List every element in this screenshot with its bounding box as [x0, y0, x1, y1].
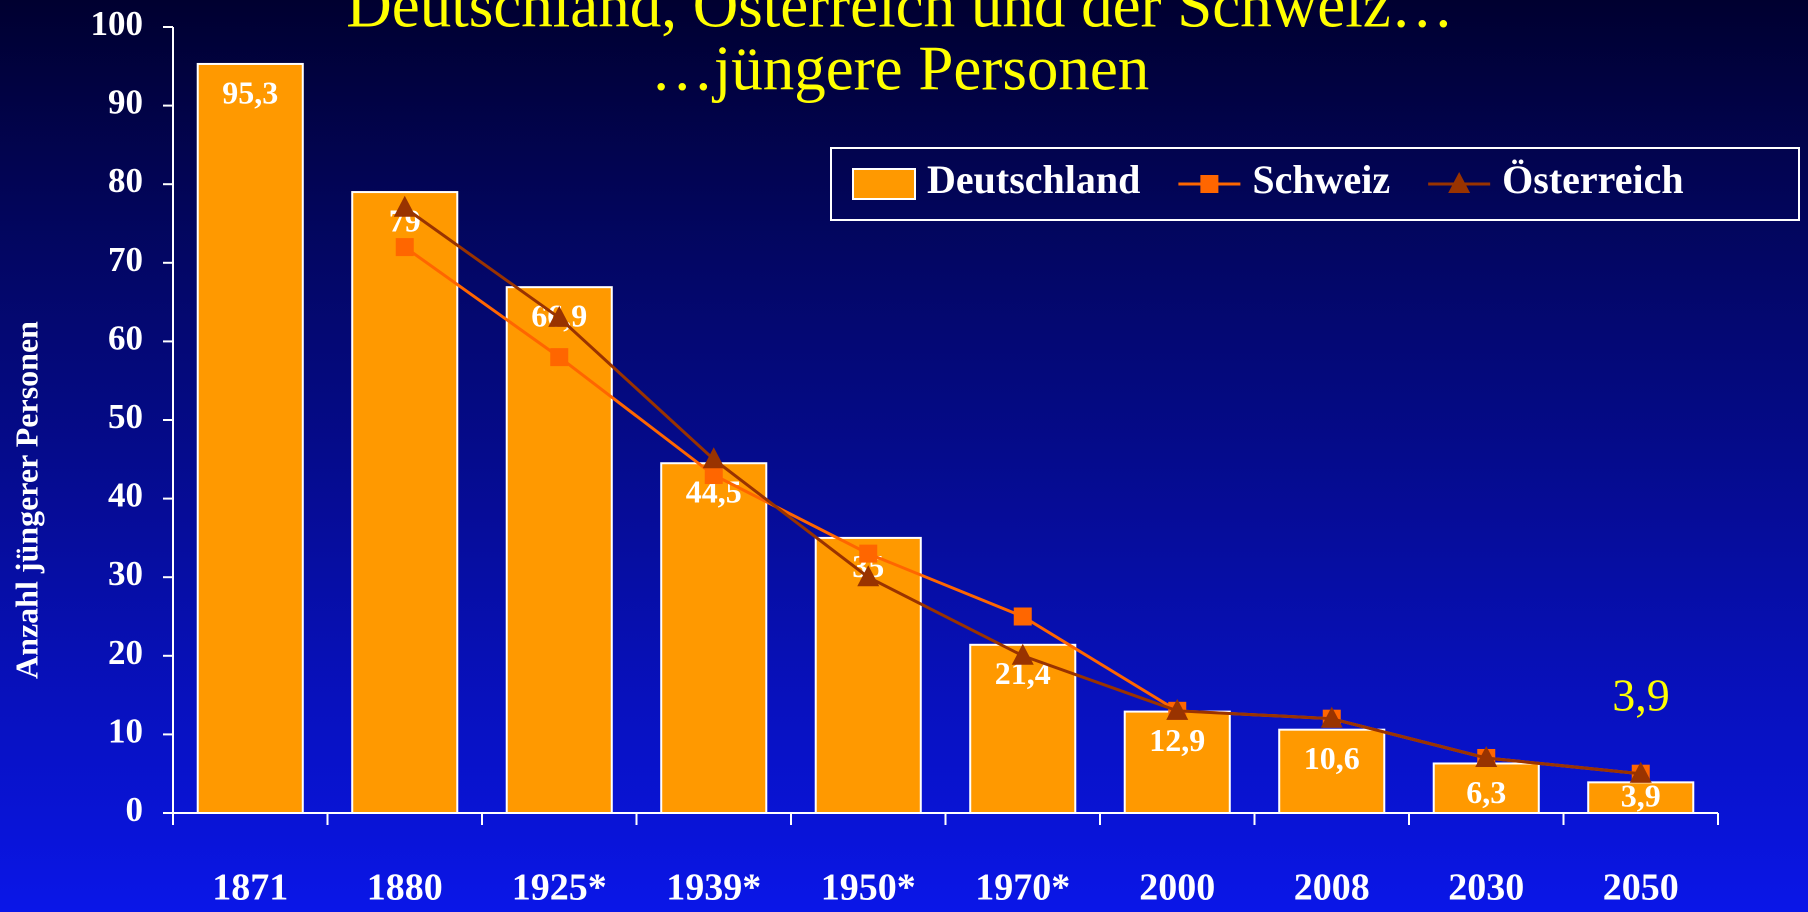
marker [1475, 745, 1498, 767]
y-tick-label: 80 [108, 161, 143, 200]
y-tick-label: 10 [108, 711, 143, 750]
chart-title: Deutschland, Österreich und der Schweiz… [346, 0, 1453, 40]
annotation: 3,9 [1612, 670, 1670, 721]
y-tick-label: 90 [108, 83, 143, 122]
marker [702, 447, 725, 469]
marker [548, 305, 571, 327]
x-tick-label: 2050 [1603, 867, 1679, 909]
x-tick-label: 1880 [367, 867, 443, 909]
marker [1320, 706, 1343, 728]
y-tick-label: 50 [108, 397, 143, 436]
bar [1587, 781, 1695, 815]
marker [1629, 761, 1652, 783]
y-tick-label: 0 [126, 790, 144, 829]
y-tick-label: 60 [108, 318, 143, 357]
data-label: 10,6 [1304, 740, 1360, 776]
data-label: 3,9 [1621, 777, 1661, 813]
legend-box [830, 147, 1800, 221]
legend-marker [1448, 172, 1471, 193]
legend-label: Deutschland [927, 157, 1140, 202]
legend-marker [1200, 175, 1219, 193]
legend-marker [852, 168, 916, 200]
bar [196, 62, 304, 814]
marker [1013, 607, 1032, 626]
y-tick-label: 20 [108, 633, 143, 672]
y-tick-label: 40 [108, 476, 143, 515]
x-tick-label: 1970* [975, 867, 1070, 909]
bar [1432, 762, 1540, 814]
bar [660, 462, 768, 814]
y-tick-label: 30 [108, 554, 143, 593]
y-tick-label: 100 [91, 4, 144, 43]
marker [859, 544, 878, 563]
legend-label: Österreich [1502, 157, 1683, 202]
marker [1166, 698, 1189, 720]
x-tick-label: 1950* [821, 867, 916, 909]
x-tick-label: 2008 [1294, 867, 1370, 909]
y-tick-label: 70 [108, 240, 143, 279]
x-tick-label: 2000 [1139, 867, 1215, 909]
legend-label: Schweiz [1252, 157, 1390, 202]
marker [395, 238, 414, 257]
x-tick-label: 1871 [212, 867, 288, 909]
marker [550, 348, 569, 367]
bar [1123, 710, 1231, 815]
bar [351, 191, 459, 814]
chart-subtitle: …jüngere Personen [651, 33, 1150, 103]
data-label: 6,3 [1466, 774, 1506, 810]
marker [1011, 643, 1034, 665]
data-label: 12,9 [1149, 722, 1205, 758]
x-tick-label: 1939* [666, 867, 761, 909]
x-tick-label: 2030 [1448, 867, 1524, 909]
bar [1278, 728, 1386, 815]
marker [704, 466, 723, 485]
data-label: 95,3 [222, 74, 278, 110]
bar [505, 286, 613, 814]
x-tick-label: 1925* [512, 867, 607, 909]
y-axis-label: Anzahl jüngerer Personen [8, 321, 44, 679]
bar [969, 643, 1077, 815]
marker [857, 565, 880, 587]
marker [393, 195, 416, 217]
